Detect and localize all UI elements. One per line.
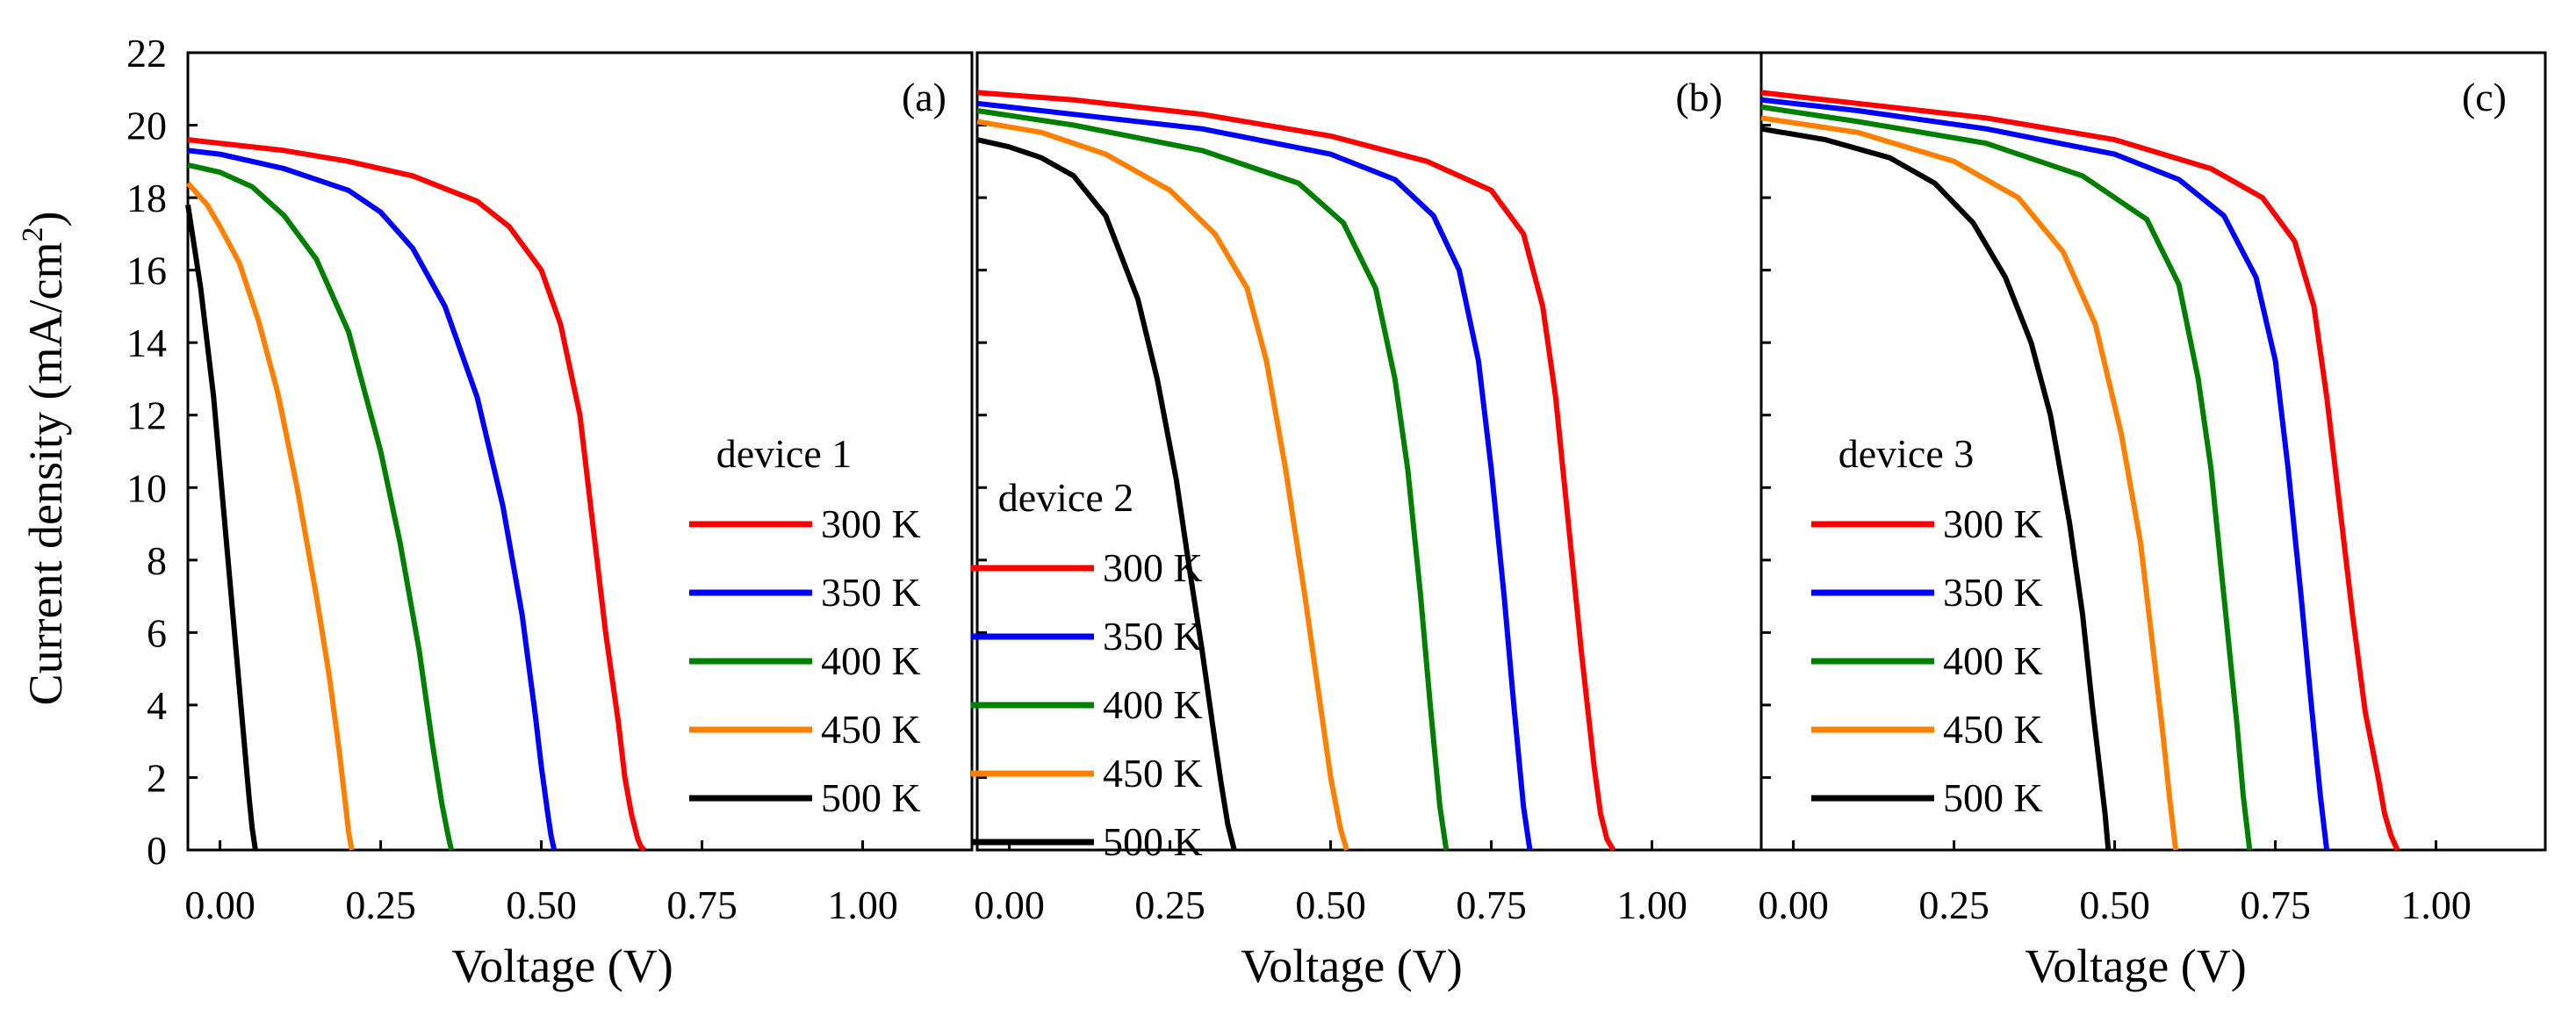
panel-label: (a) (902, 75, 946, 119)
x-tick-label: 0.50 (1295, 882, 1366, 927)
legend-label: 450 K (1943, 707, 2043, 752)
y-tick-label: 6 (147, 610, 167, 655)
y-tick-label: 12 (126, 393, 167, 438)
series-line-450k (185, 181, 355, 851)
x-tick-label: 0.25 (345, 882, 416, 927)
x-tick-label: 0.75 (1456, 882, 1527, 927)
series-line-450k (976, 119, 1349, 851)
y-tick-label: 14 (126, 321, 167, 365)
series-line-500k (1760, 126, 2112, 851)
x-axis-title: Voltage (V) (1241, 940, 1462, 992)
legend: device 2 300 K 350 K 400 K 450 K 500 K (971, 475, 1203, 864)
legend-label: 350 K (1943, 570, 2043, 615)
x-tick-label: 1.00 (1616, 882, 1687, 927)
panel-frame (1759, 51, 2547, 852)
legend-label: 500 K (821, 775, 921, 820)
series-line-450k (1760, 115, 2179, 851)
x-tick-label: 0.00 (974, 882, 1045, 927)
y-tick-label: 16 (126, 248, 167, 293)
y-tick-labels: 0 2 4 6 8 10 12 14 16 18 20 22 (126, 31, 167, 873)
series-line-350k (1760, 97, 2330, 851)
x-tick-label: 0.75 (666, 882, 738, 927)
series-line-300k (187, 137, 646, 853)
panel-label: (b) (1675, 75, 1723, 119)
legend: device 1 300 K 350 K 400 K 450 K 500 K (689, 431, 921, 820)
legend-label: 400 K (1103, 682, 1203, 727)
series-line-350k (976, 100, 1533, 851)
x-tick-label: 0.50 (506, 882, 577, 927)
panel-2: 0.00 0.25 0.50 0.75 1.00 Voltage (V) (b) device… (971, 51, 1763, 992)
series-line-300k (976, 90, 1616, 852)
legend-label: 450 K (821, 707, 921, 752)
x-tick-label: 1.00 (2400, 882, 2472, 927)
x-tick-label: 0.25 (1918, 882, 1990, 927)
y-tick-label: 0 (147, 828, 167, 873)
panel-1: 0.00 0.25 0.50 0.75 1.00 Voltage (V) (a) device… (184, 51, 974, 992)
legend-label: 300 K (1943, 501, 2043, 546)
legend-label: 400 K (1943, 638, 2043, 683)
legend-label: 350 K (1103, 614, 1203, 659)
x-tick-label: 0.25 (1134, 882, 1205, 927)
panel-frame (975, 51, 1763, 852)
x-axis-title: Voltage (V) (451, 940, 673, 992)
x-tick-label: 0.00 (184, 882, 255, 927)
y-tick-label: 20 (126, 104, 167, 148)
y-axis-title: Current density (mA/cm2) (17, 212, 72, 706)
x-tick-label: 1.00 (827, 882, 898, 927)
legend-label: 500 K (1103, 819, 1203, 864)
legend: device 3 300 K 350 K 400 K 450 K 500 K (1811, 431, 2043, 820)
legend-label: 400 K (821, 638, 921, 683)
x-tick-label: 0.00 (1758, 882, 1829, 927)
series-line-400k (187, 162, 455, 851)
series-line-300k (1760, 90, 2400, 852)
panel-frame (186, 51, 974, 852)
series-line-400k (1760, 104, 2253, 851)
y-tick-label: 8 (147, 538, 167, 583)
legend-label: 300 K (821, 501, 921, 546)
y-tick-label: 2 (147, 755, 167, 800)
x-tick-label: 0.75 (2240, 882, 2311, 927)
legend-title: device 3 (1838, 431, 1975, 476)
series-line-500k (976, 137, 1237, 851)
legend-label: 350 K (821, 570, 921, 615)
series-line-350k (187, 148, 558, 851)
legend-label: 450 K (1103, 751, 1203, 796)
panel-3: 0.00 0.25 0.50 0.75 1.00 Voltage (V) (c) device… (1758, 51, 2547, 992)
y-tick-label: 18 (126, 176, 167, 220)
x-tick-label: 0.50 (2079, 882, 2150, 927)
y-tick-label: 4 (147, 683, 167, 728)
y-axis: 0 2 4 6 8 10 12 14 16 18 20 22 Current density (mA/… (17, 31, 167, 873)
panel-label: (c) (2462, 75, 2507, 119)
legend-title: device 2 (998, 475, 1134, 520)
series-line-500k (185, 204, 258, 851)
y-tick-label: 10 (126, 465, 167, 510)
legend-label: 300 K (1103, 545, 1203, 590)
panels: 0.00 0.25 0.50 0.75 1.00 Voltage (V) (a) device… (184, 51, 2547, 992)
y-tick-label: 22 (126, 31, 167, 76)
legend-label: 500 K (1943, 775, 2043, 820)
legend-title: device 1 (716, 431, 853, 476)
x-axis-title: Voltage (V) (2025, 940, 2246, 992)
series-line-400k (976, 108, 1450, 851)
